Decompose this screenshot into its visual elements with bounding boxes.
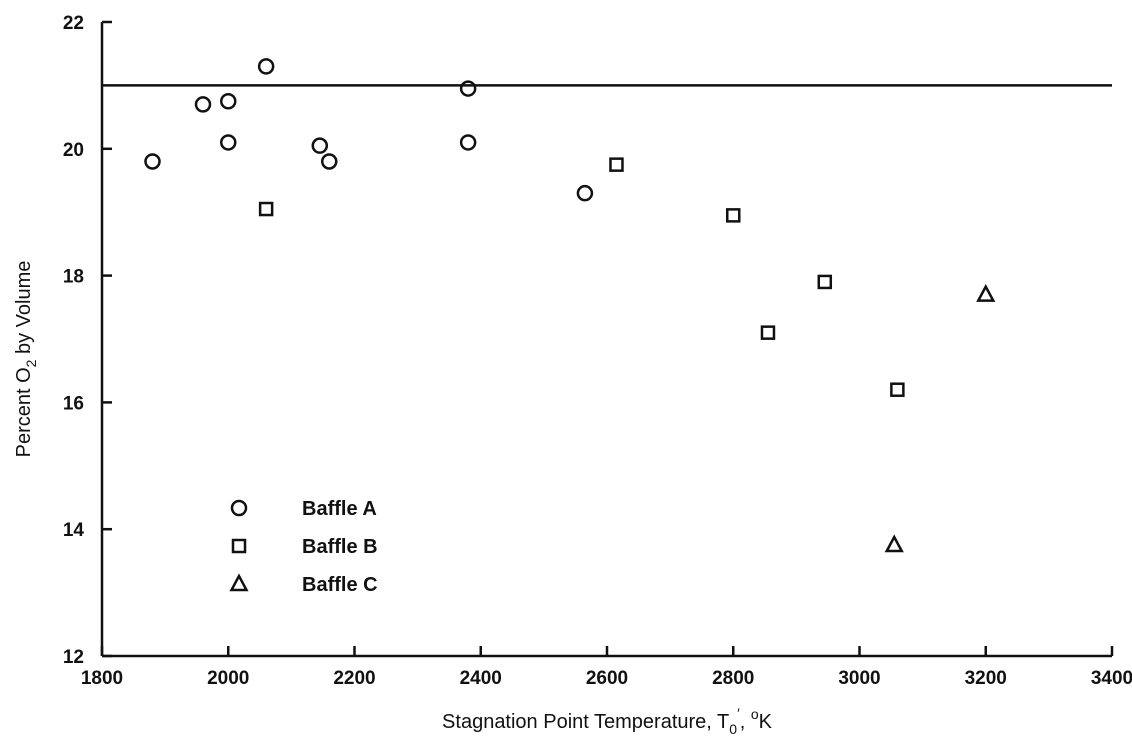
y-axis-label-prefix: Percent O	[13, 367, 35, 457]
baffle-a-legend-label: Baffle A	[302, 498, 377, 520]
y-tick-label: 14	[63, 520, 85, 541]
x-tick-label: 2800	[712, 668, 754, 689]
y-tick-label: 18	[63, 267, 84, 288]
baffle-b-point	[817, 274, 833, 290]
baffle-c-legend-label: Baffle C	[302, 574, 378, 596]
x-tick-label: 3200	[965, 668, 1007, 689]
axes	[100, 22, 1112, 658]
baffle-b-point	[258, 201, 274, 217]
baffle-a-point	[576, 184, 594, 202]
baffle-a-point	[459, 134, 477, 151]
baffle-a-legend-marker	[230, 499, 248, 517]
x-tick-label: 3000	[838, 668, 880, 689]
x-axis-label-text: Stagnation Point Temperature, T	[442, 711, 729, 733]
x-tick-label: 2400	[460, 668, 502, 689]
x-tick-label: 3400	[1091, 668, 1132, 689]
x-tick-label: 1800	[81, 668, 123, 689]
baffle-b-point	[890, 382, 905, 397]
baffle-a-point	[220, 93, 237, 110]
legend: Baffle A Baffle B Baffle C	[229, 498, 378, 596]
y-tick-label: 16	[63, 393, 84, 414]
baffle-b-point	[726, 208, 741, 223]
y-axis-label: Percent O2 by Volume	[13, 261, 39, 458]
y-tick-label: 22	[63, 13, 84, 34]
baffle-a-point	[220, 134, 237, 151]
data-points	[144, 58, 996, 553]
x-tick-label: 2000	[207, 668, 249, 689]
baffle-c-point	[884, 534, 904, 553]
x-axis-label-prime: ′	[737, 705, 740, 721]
y-tick-label: 12	[63, 647, 84, 668]
baffle-a-point	[194, 96, 212, 113]
baffle-c-point	[976, 283, 996, 302]
x-axis-label-unit-sup: o	[751, 706, 759, 722]
baffle-a-point	[257, 58, 275, 75]
baffle-b-legend-marker	[231, 538, 247, 554]
baffle-a-point	[321, 153, 338, 170]
baffle-c-legend-marker	[229, 573, 249, 592]
tick-marks	[100, 20, 1114, 658]
baffle-a-point	[144, 153, 161, 170]
tick-labels: 1800 2000 2200 2400 2600 2800 3000 3200 3400 12 14…	[63, 13, 1132, 689]
x-tick-label: 2200	[333, 668, 375, 689]
y-axis-label-suffix: by Volume	[13, 261, 35, 360]
baffle-b-point	[609, 157, 624, 172]
y-axis-label-sub: 2	[23, 359, 39, 367]
x-axis-label-sep: ,	[740, 711, 751, 733]
baffle-b-point	[760, 325, 776, 340]
baffle-a-point	[459, 80, 477, 97]
x-axis-label-sub: 0	[729, 721, 737, 737]
x-axis-label: Stagnation Point Temperature, T0′, oK	[442, 705, 773, 737]
x-tick-label: 2600	[586, 668, 628, 689]
baffle-a-point	[311, 137, 329, 154]
baffle-b-legend-label: Baffle B	[302, 536, 378, 558]
y-tick-label: 20	[63, 140, 84, 161]
x-axis-label-unit: K	[759, 711, 773, 733]
